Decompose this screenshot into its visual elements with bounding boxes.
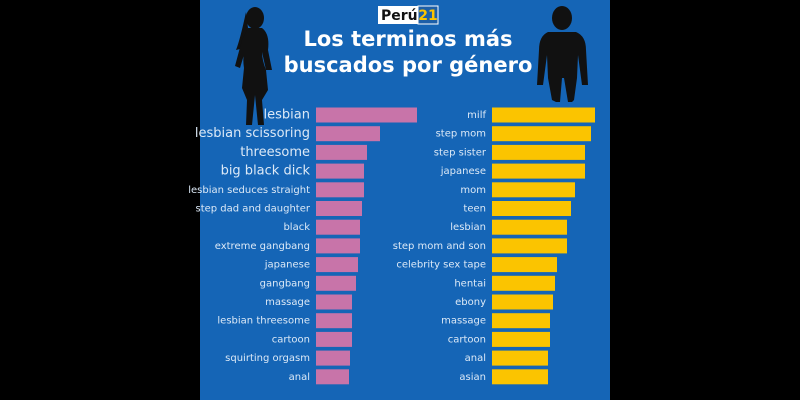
logo-number: 21 — [418, 8, 437, 24]
bar-label: lesbian — [450, 222, 486, 233]
bar-label: milf — [467, 110, 486, 121]
bar-label: cartoon — [272, 334, 310, 345]
bar-label: threesome — [240, 145, 310, 160]
bar-label: asian — [459, 372, 486, 383]
bar-label: cartoon — [448, 334, 486, 345]
bar-label: anal — [289, 372, 310, 383]
bar-label: step dad and daughter — [196, 204, 311, 215]
female-silhouette — [235, 7, 272, 125]
bar-label: step sister — [434, 147, 487, 158]
bar-label: lesbian seduces straight — [188, 185, 310, 196]
bar — [316, 163, 364, 179]
bar-label: teen — [463, 204, 486, 215]
bar — [316, 257, 358, 273]
bar — [492, 257, 557, 273]
bar-label: celebrity sex tape — [396, 260, 486, 271]
bar-label: massage — [265, 297, 310, 308]
bar-label: anal — [465, 353, 486, 364]
bar-label: squirting orgasm — [225, 353, 310, 364]
bar — [316, 331, 352, 347]
bar — [492, 331, 550, 347]
bar — [316, 107, 417, 123]
bar — [316, 350, 350, 366]
bar-label: mom — [460, 185, 486, 196]
bar — [316, 126, 380, 142]
title-line: Los terminos más — [303, 27, 512, 51]
bar — [492, 294, 553, 310]
logo-name: Perú — [381, 8, 418, 24]
bar — [492, 201, 571, 216]
bar — [492, 275, 555, 291]
bar-label: hentai — [454, 278, 486, 289]
bar — [492, 238, 567, 254]
male-silhouette — [537, 6, 588, 102]
title-line: buscados por género — [284, 53, 533, 77]
bar — [316, 369, 349, 385]
bar — [492, 313, 550, 329]
bar — [492, 126, 591, 142]
bar-label: lesbian scissoring — [195, 126, 310, 141]
bar — [492, 144, 585, 160]
bar-label: ebony — [455, 297, 486, 308]
bar — [316, 275, 356, 291]
bar — [316, 238, 360, 254]
bar-label: step mom and son — [393, 241, 486, 252]
bar-label: extreme gangbang — [215, 241, 310, 252]
bar — [316, 144, 367, 160]
logo-box — [378, 6, 418, 24]
bar — [492, 163, 585, 179]
bar — [316, 219, 360, 235]
bar-label: japanese — [264, 260, 310, 271]
bar — [492, 182, 575, 198]
bar — [492, 219, 567, 235]
bar-label: gangbang — [260, 278, 310, 289]
bar — [492, 369, 548, 385]
bar-label: black — [283, 222, 310, 233]
bar-label: lesbian threesome — [217, 316, 310, 327]
logo-number-box — [417, 5, 439, 25]
bar — [316, 201, 362, 216]
bar — [316, 294, 352, 310]
bar — [492, 107, 595, 123]
bar-label: massage — [441, 316, 486, 327]
bar-label: big black dick — [221, 164, 311, 179]
bar — [316, 313, 352, 329]
bar — [316, 182, 364, 198]
bar-label: japanese — [440, 166, 486, 177]
bar — [492, 350, 548, 366]
bar-label: lesbian — [264, 108, 310, 123]
bar-label: step mom — [436, 129, 486, 140]
